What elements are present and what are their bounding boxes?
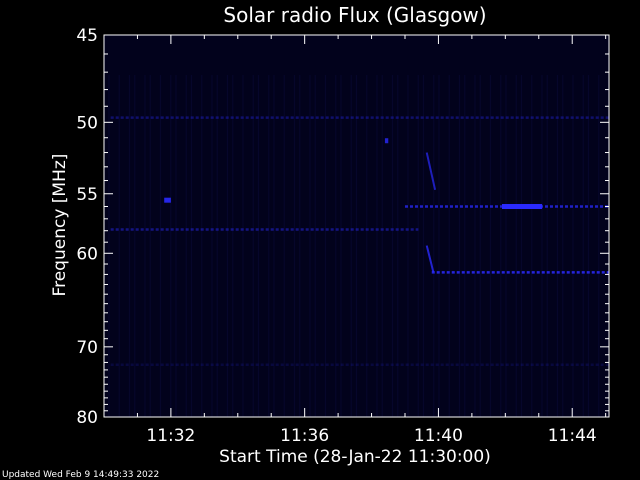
updated-timestamp: Updated Wed Feb 9 14:49:33 2022 (2, 470, 159, 480)
x-tick-label: 11:44 (548, 426, 597, 446)
y-axis-label: Frequency [MHz] (50, 154, 70, 297)
y-tick-label: 80 (76, 408, 98, 428)
spectrogram (108, 75, 609, 417)
y-tick-label: 55 (76, 185, 98, 205)
x-tick-label: 11:36 (280, 426, 329, 446)
emission-burst (384, 138, 389, 144)
emission-burst (164, 197, 171, 203)
tick-labels: 11:32 11:36 11:40 11:44 45 50 55 60 70 80 (76, 26, 596, 446)
x-axis-label: Start Time (28-Jan-22 11:30:00) (219, 447, 491, 467)
y-tick-label: 70 (76, 338, 98, 358)
x-tick-label: 11:32 (146, 426, 195, 446)
x-tick-label: 11:40 (414, 426, 463, 446)
y-tick-label: 50 (76, 113, 98, 133)
plot-frame (103, 34, 610, 418)
y-tick-label: 45 (76, 26, 98, 46)
chart-title: Solar radio Flux (Glasgow) (223, 3, 486, 27)
emission-burst (501, 204, 543, 210)
drift-burst (425, 152, 437, 191)
y-tick-label: 60 (76, 244, 98, 264)
drift-burst (425, 245, 435, 273)
